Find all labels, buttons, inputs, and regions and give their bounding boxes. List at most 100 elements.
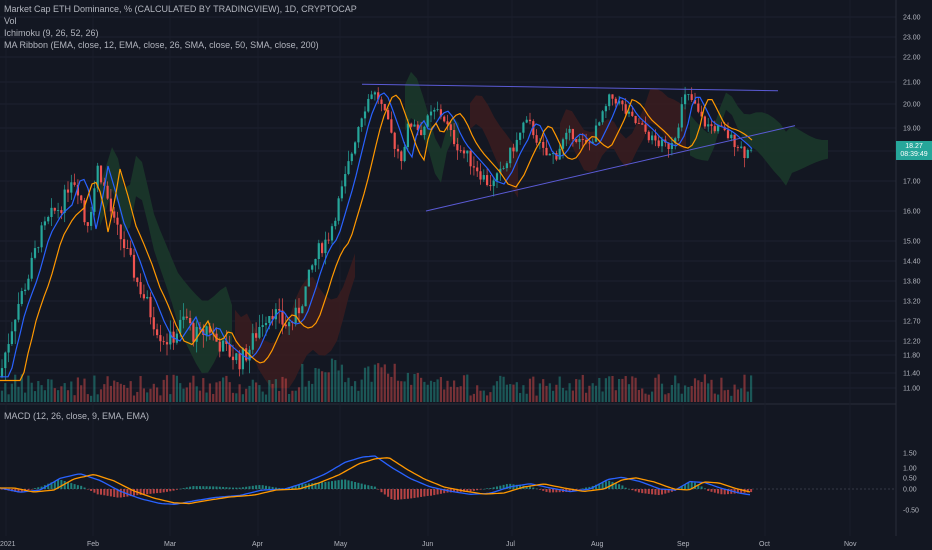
price-tick-label: 11.00 [903,386,920,393]
macd-histogram-bar [545,489,548,492]
time-axis[interactable]: 2021 Feb Mar Apr May Jun Jul Aug Sep Oct Nov [0,541,857,548]
candle-body [208,326,211,333]
candle-body [604,106,607,112]
time-tick-label: Sep [677,541,690,548]
candle-body [156,329,159,336]
volume-bar [307,380,310,402]
volume-bar [344,382,347,402]
macd-histogram-bar [535,488,538,490]
macd-histogram-bar [30,489,33,490]
candle-body [502,168,505,169]
macd-histogram-bar [505,484,508,489]
candle-body [179,319,182,334]
macd-histogram-bar [740,489,743,494]
volume-bar [730,395,733,402]
candle-body [687,94,690,95]
candle-body [390,119,393,133]
volume-bar [443,389,446,402]
macd-histogram-bar [116,489,119,498]
volume-bar [354,381,357,402]
volume-bar [113,380,116,402]
symbol-title[interactable]: Market Cap ETH Dominance, % (CALCULATED … [4,4,357,14]
volume-bar [294,390,297,402]
macd-histogram-bar [156,489,159,494]
volume-bar [304,386,307,402]
candle-body [393,132,396,149]
volume-bar [109,385,112,402]
candle-body [129,248,132,255]
macd-histogram-bar [86,489,89,490]
candle-body [486,175,489,186]
candle-body [377,92,380,100]
volume-bar [449,386,452,402]
volume-bar [139,376,142,402]
volume-bar [627,384,631,402]
macd-histogram-bar [499,485,502,489]
volume-bar [598,377,601,402]
legend-macd-label[interactable]: MACD (12, 26, close, 9, EMA, EMA) [4,411,150,421]
volume-bar [347,377,350,402]
price-axis[interactable]: 24.0023.0022.0021.0020.0019.0018.0017.00… [903,15,921,393]
macd-histogram-bar [492,487,495,489]
volume-bar [568,383,571,402]
volume-bar [726,389,730,402]
candle-body [175,333,178,343]
candle-body [255,333,258,338]
volume-bar [367,366,370,402]
legend-ma-ribbon[interactable]: MA Ribbon (EMA, close, 12, EMA, close, 2… [4,40,319,50]
macd-histogram-bar [750,489,753,493]
macd-histogram-bar [631,489,634,491]
macd-histogram-bar [146,489,149,495]
time-tick-label: May [334,541,348,548]
volume-bar [238,384,241,402]
volume-bar [159,395,162,402]
volume-bar [255,382,258,402]
candle-body [670,143,673,150]
candle-body [258,326,261,338]
volume-bar [492,385,495,402]
macd-histogram-bar [337,480,340,489]
volume-bar [146,392,149,402]
volume-bar [195,386,198,402]
volume-bar [251,379,254,402]
volume-bar [594,385,598,402]
volume-bar [327,372,330,402]
candle-body [321,243,324,254]
price-tick-label: 22.00 [903,55,921,62]
legend-vol[interactable]: Vol [4,16,17,26]
legend-ichimoku[interactable]: Ichimoku (9, 26, 52, 26) [4,28,99,38]
candle-body [264,322,268,326]
macd-histogram-bar [34,488,36,489]
candle-body [126,248,129,249]
macd-histogram-bar [684,484,687,489]
macd-histogram-bar [614,483,617,489]
volume-bar [429,380,433,402]
candle-body [60,210,63,213]
candle-body [410,123,413,127]
volume-bar [76,377,79,402]
candle-body [429,111,433,116]
macd-histogram-bar [538,489,541,490]
volume-bar [241,394,244,402]
macd-histogram-bar [222,486,225,489]
last-price-value: 18.27 [905,143,923,150]
candle-body [631,111,634,116]
candle-body [330,226,334,241]
candle-body [53,207,56,211]
macd-axis[interactable]: 1.50 1.00 0.50 0.00 -0.50 [903,451,919,515]
candle-body [109,198,112,212]
macd-histogram-bar [370,485,373,489]
volume-bar [198,390,202,402]
volume-bar [373,364,376,402]
candle-body [565,132,568,140]
volume-bar [462,375,466,402]
macd-histogram-bar [202,486,205,489]
macd-histogram-bar [456,489,459,493]
volume-bar [608,376,611,402]
macd-histogram-bar [707,489,710,491]
volume-bar [651,391,654,402]
trendlines[interactable] [361,83,796,212]
volume-bar [674,375,677,402]
candle-body [83,200,86,223]
